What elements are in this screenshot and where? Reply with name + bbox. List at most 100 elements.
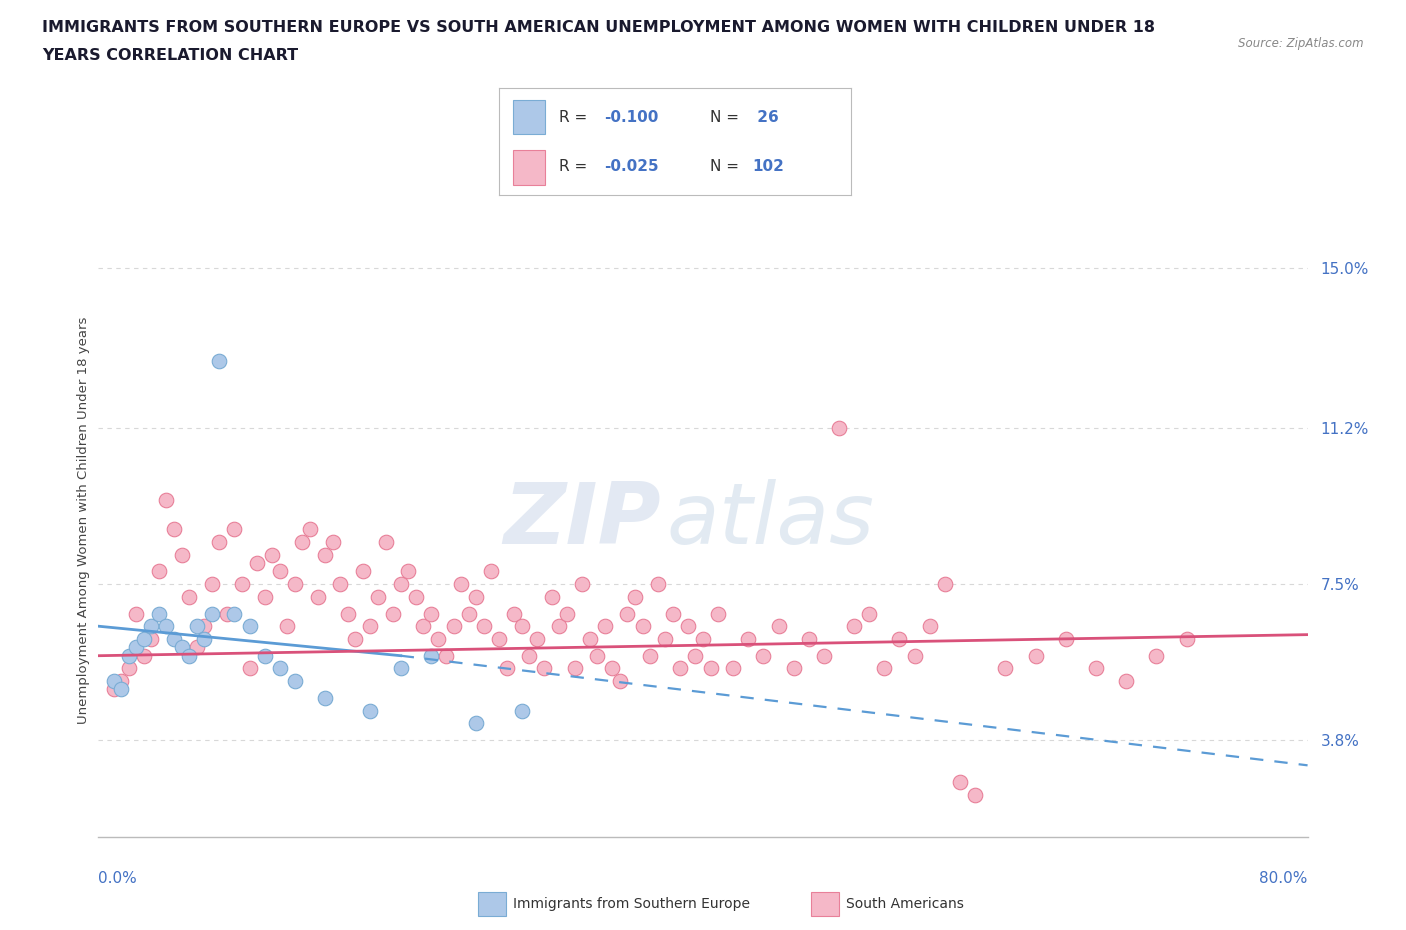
Text: -0.025: -0.025: [605, 159, 659, 174]
Point: [676, 618, 699, 633]
Point: [314, 547, 336, 562]
Point: [208, 353, 231, 368]
Point: [503, 606, 526, 621]
Point: [707, 606, 730, 621]
Point: [382, 606, 405, 621]
Point: [253, 590, 276, 604]
Point: [420, 606, 443, 621]
Point: [284, 577, 307, 591]
Text: ZIP: ZIP: [503, 479, 661, 563]
Point: [904, 648, 927, 663]
Point: [699, 661, 721, 676]
Point: [360, 618, 382, 633]
Point: [374, 535, 396, 550]
Point: [443, 618, 465, 633]
Point: [262, 547, 284, 562]
Point: [586, 648, 609, 663]
Point: [269, 564, 291, 578]
Bar: [513, 100, 544, 134]
Point: [465, 716, 488, 731]
Point: [873, 661, 896, 676]
Point: [253, 648, 276, 663]
Text: N =: N =: [710, 110, 744, 125]
Text: R =: R =: [560, 159, 592, 174]
Point: [155, 492, 177, 507]
Point: [1054, 631, 1077, 646]
Point: [647, 577, 669, 591]
Point: [1144, 648, 1167, 663]
Point: [103, 673, 125, 688]
Point: [125, 640, 148, 655]
Point: [602, 661, 624, 676]
Point: [624, 590, 647, 604]
Text: 80.0%: 80.0%: [1260, 871, 1308, 886]
Point: [752, 648, 775, 663]
Bar: [513, 151, 544, 184]
Point: [457, 606, 479, 621]
Point: [132, 631, 155, 646]
Point: [813, 648, 835, 663]
Text: Immigrants from Southern Europe: Immigrants from Southern Europe: [513, 897, 751, 911]
Point: [1085, 661, 1108, 676]
Point: [284, 673, 307, 688]
Text: N =: N =: [710, 159, 744, 174]
Point: [1175, 631, 1198, 646]
Point: [510, 618, 533, 633]
Point: [797, 631, 820, 646]
Point: [965, 788, 987, 803]
Point: [163, 522, 186, 537]
Point: [201, 577, 224, 591]
Point: [193, 618, 215, 633]
Point: [291, 535, 314, 550]
Point: [578, 631, 600, 646]
Point: [186, 618, 208, 633]
Point: [201, 606, 224, 621]
Point: [239, 661, 262, 676]
Text: IMMIGRANTS FROM SOUTHERN EUROPE VS SOUTH AMERICAN UNEMPLOYMENT AMONG WOMEN WITH : IMMIGRANTS FROM SOUTHERN EUROPE VS SOUTH…: [42, 20, 1156, 35]
Point: [533, 661, 555, 676]
Point: [148, 606, 170, 621]
Point: [208, 535, 231, 550]
Point: [465, 590, 488, 604]
Point: [472, 618, 495, 633]
Point: [329, 577, 352, 591]
Text: atlas: atlas: [666, 479, 875, 563]
Point: [495, 661, 517, 676]
Point: [994, 661, 1017, 676]
Point: [517, 648, 540, 663]
Point: [723, 661, 745, 676]
Text: South Americans: South Americans: [846, 897, 965, 911]
Point: [1024, 648, 1046, 663]
Point: [782, 661, 804, 676]
Point: [828, 420, 851, 435]
Point: [344, 631, 367, 646]
Point: [276, 618, 298, 633]
Point: [110, 682, 132, 697]
Point: [768, 618, 790, 633]
Point: [481, 564, 503, 578]
Text: 102: 102: [752, 159, 785, 174]
Point: [609, 673, 631, 688]
Point: [412, 618, 434, 633]
Point: [405, 590, 427, 604]
Text: -0.100: -0.100: [605, 110, 659, 125]
Point: [336, 606, 359, 621]
Point: [918, 618, 941, 633]
Point: [844, 618, 866, 633]
Point: [934, 577, 956, 591]
Point: [889, 631, 911, 646]
Point: [299, 522, 322, 537]
Point: [434, 648, 457, 663]
Point: [1115, 673, 1137, 688]
Point: [224, 522, 246, 537]
Point: [307, 590, 329, 604]
Point: [239, 618, 262, 633]
Point: [170, 547, 193, 562]
Text: 0.0%: 0.0%: [98, 871, 138, 886]
Point: [510, 703, 533, 718]
Text: R =: R =: [560, 110, 592, 125]
Y-axis label: Unemployment Among Women with Children Under 18 years: Unemployment Among Women with Children U…: [77, 317, 90, 724]
Point: [179, 648, 201, 663]
Point: [352, 564, 374, 578]
Point: [692, 631, 714, 646]
